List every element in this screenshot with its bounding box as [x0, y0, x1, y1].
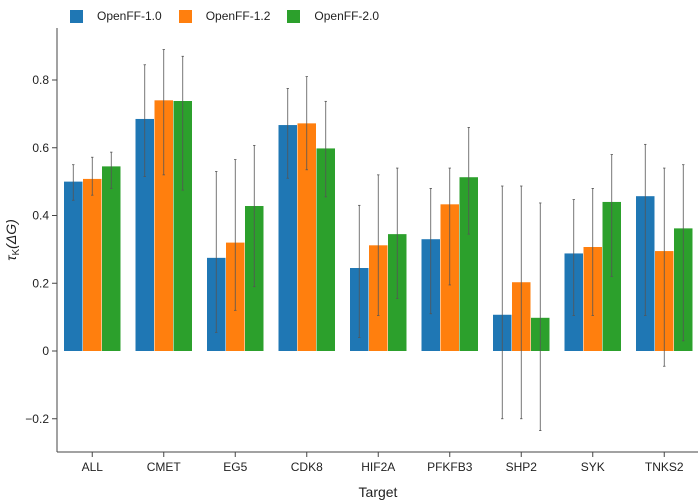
x-tick-label-cdk8: CDK8	[291, 460, 323, 474]
bar-cdk8-series-3	[316, 148, 335, 351]
y-tick-label: 0.8	[32, 73, 49, 87]
y-tick-label: 0.6	[32, 141, 49, 155]
axes-layer: −0.2 0 0.2 0.4 0.6 0.8 ALL CMET EG5 CDK8 HIF2A PFKF…	[25, 28, 698, 474]
bar-all-series-1	[64, 181, 83, 351]
x-tick-label-syk: SYK	[581, 460, 605, 474]
legend-item-openff-1-2[interactable]: OpenFF-1.2	[178, 9, 271, 23]
x-tick-label-hif2a: HIF2A	[361, 460, 395, 474]
legend-swatch-openff-1-0	[70, 9, 83, 23]
bar-cmet-series-1	[135, 118, 154, 351]
y-tick-label: 0.2	[32, 276, 49, 290]
x-tick-label-shp2: SHP2	[506, 460, 538, 474]
y-tick-label: −0.2	[25, 412, 49, 426]
bar-all-series-2	[83, 178, 102, 351]
y-axis-title: τK(ΔG)	[3, 219, 22, 261]
legend-swatch-openff-1-2	[178, 9, 192, 23]
x-axis-title: Target	[359, 484, 398, 500]
legend-label-openff-2-0: OpenFF-2.0	[314, 9, 380, 23]
bar-all-series-3	[102, 166, 121, 351]
y-axis-title-subscript: K	[11, 249, 22, 256]
bar-cmet-series-2	[154, 100, 173, 351]
bar-cdk8-series-2	[297, 123, 316, 351]
x-tick-label-tnks2: TNKS2	[645, 460, 684, 474]
x-tick-label-cmet: CMET	[147, 460, 182, 474]
legend-label-openff-1-2: OpenFF-1.2	[205, 9, 271, 23]
legend-swatch-openff-2-0	[287, 9, 301, 23]
y-axis-title-symbol: τ	[3, 255, 19, 261]
bar-cmet-series-3	[173, 101, 192, 351]
legend-item-openff-2-0[interactable]: OpenFF-2.0	[287, 9, 379, 23]
y-tick-label: 0	[42, 344, 49, 358]
bar-cdk8-series-1	[278, 125, 297, 352]
y-axis-title-argument: (ΔG)	[3, 219, 19, 249]
x-tick-label-eg5: EG5	[223, 460, 247, 474]
legend-item-openff-1-0[interactable]: OpenFF-1.0	[70, 9, 162, 23]
x-tick-label-pfkfb3: PFKFB3	[427, 460, 473, 474]
legend-label-openff-1-0: OpenFF-1.0	[97, 9, 162, 23]
error-bars-layer	[72, 49, 685, 432]
x-tick-label-all: ALL	[82, 460, 104, 474]
y-tick-label: 0.4	[32, 209, 49, 223]
bar-pfkfb3-series-3	[459, 177, 478, 351]
legend: OpenFF-1.0 OpenFF-1.2 OpenFF-2.0	[70, 6, 396, 26]
